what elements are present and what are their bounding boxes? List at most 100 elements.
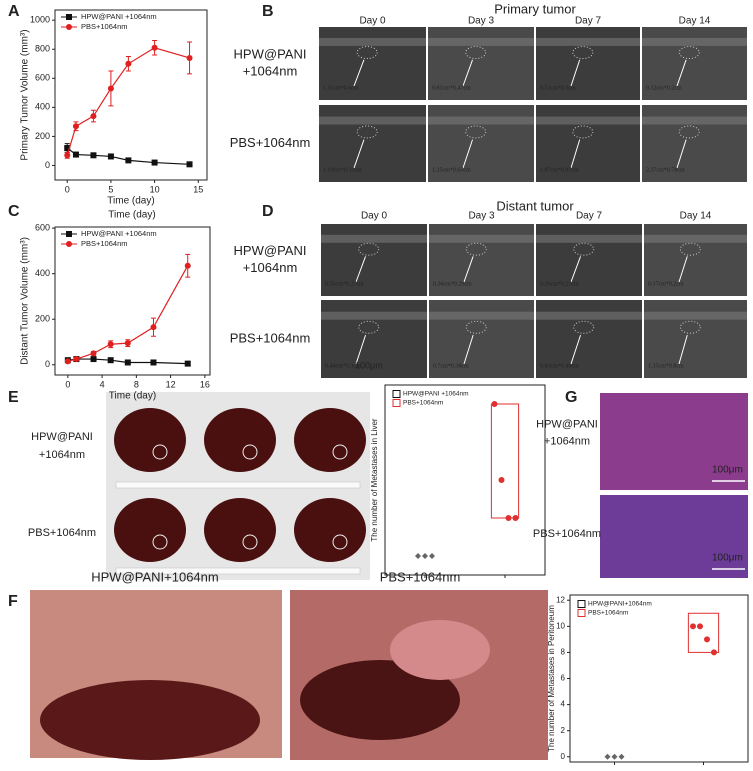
plot-frame [384,384,546,576]
ultrasound-image [644,224,747,296]
data-point [124,340,131,347]
day-label: Day 0 [361,211,388,222]
y-tick-label: 2 [561,726,566,735]
legend-marker [66,231,72,237]
row-label: PBS+1064nm [533,528,601,540]
ultrasound-image [642,27,747,100]
lesion [572,46,594,60]
lesion [465,125,487,139]
row-label: +1064nm [243,63,298,78]
ultrasound-band [428,37,534,46]
ultrasound-image [644,300,747,378]
arrow [570,59,581,87]
data-point [124,359,131,366]
lesion [573,320,595,334]
data-point [107,85,114,92]
organ [390,620,490,680]
data-point [107,153,114,160]
y-tick-label: 200 [35,314,50,324]
panel-letter: E [8,389,19,406]
ultrasound-image [428,105,534,182]
panel-letter: C [8,203,20,220]
data-point [64,152,71,159]
arrow [570,334,581,365]
day-label: Day 14 [679,16,711,27]
data-point [604,753,611,760]
data-point [90,113,97,120]
ultrasound-image [642,105,747,182]
y-tick-label: 12 [556,595,565,604]
measurement: 0.17cm*0.2cm [648,281,684,287]
data-point [72,151,79,158]
data-point [150,324,157,331]
day-label: Day 14 [680,211,712,222]
y-tick-label: 800 [35,44,50,54]
data-point [90,356,97,363]
measurement: 0.7cm*0.38cm [433,363,469,369]
legend-swatch [577,609,586,617]
x-tick-label: 12 [166,379,176,389]
scale-bar-label: 100μm [712,553,743,564]
legend-swatch [392,399,401,407]
data-point [73,356,80,363]
legend-label: HPW@PANI +1064nm [81,229,157,238]
ultrasound-band [319,37,426,46]
y-axis-label: Primary Tumor Volume (mm³) [20,29,31,160]
data-point [184,262,191,269]
data-point [90,152,97,159]
x-tick-label: 8 [134,379,139,389]
lesion [465,320,487,334]
x-tick-label: 4 [100,379,105,389]
panel-letter: F [8,593,18,610]
data-point [697,623,703,630]
measurement: 0.36cm*0.29cm [433,281,472,287]
arrow [676,139,687,169]
plot-frame [54,226,211,376]
data-point [107,357,114,364]
data-point [422,553,428,559]
metastasis-marker [242,534,258,550]
liver [204,408,276,472]
panel-title: Primary tumor [494,1,576,16]
lesion [573,242,595,256]
organ [40,680,260,760]
x-axis-label: Time (day) [107,196,154,207]
legend-label: HPW@PANI +1064nm [81,12,157,21]
arrow [355,256,366,283]
legend-label: PBS+1064nm [81,22,128,31]
lesion [678,125,700,139]
ultrasound-image [321,300,427,378]
data-point [505,515,512,521]
y-tick-label: 1000 [30,15,50,25]
x-tick-label: 10 [150,184,160,194]
legend-label: PBS+1064nm [403,400,443,407]
panel-title: Distant tumor [496,198,574,213]
ultrasound-band [536,311,642,320]
measurement: 1.19cm*0.33cm [323,167,362,173]
legend-label: PBS+1064nm [81,239,128,248]
ultrasound-band [321,311,427,320]
y-tick-label: 0 [45,359,50,369]
panel-letter: D [262,203,274,220]
ultrasound-band [319,116,426,125]
data-point [512,515,519,521]
photo-title: HPW@PANI+1064nm [91,569,218,584]
plot-frame [54,9,208,181]
axis-label: Time (day) [108,210,155,221]
data-point [64,145,71,152]
panel-letter: B [262,3,274,20]
row-label: HPW@PANI [234,46,307,61]
row-label: +1064nm [544,435,590,447]
metastasis-marker [332,534,348,550]
y-tick-label: 10 [556,621,565,630]
ultrasound-band [536,234,642,243]
legend-label: HPW@PANI +1064nm [403,391,469,398]
y-tick-label: 600 [35,223,50,233]
ruler [115,481,361,489]
legend-label: HPW@PANI+1064nm [588,601,652,608]
y-axis-label: The number of Metastases in Peritoneum [547,605,556,752]
measurement: 0.83cm*0.49cm [540,363,579,369]
panel-letter: A [8,3,20,20]
arrow [353,59,365,87]
